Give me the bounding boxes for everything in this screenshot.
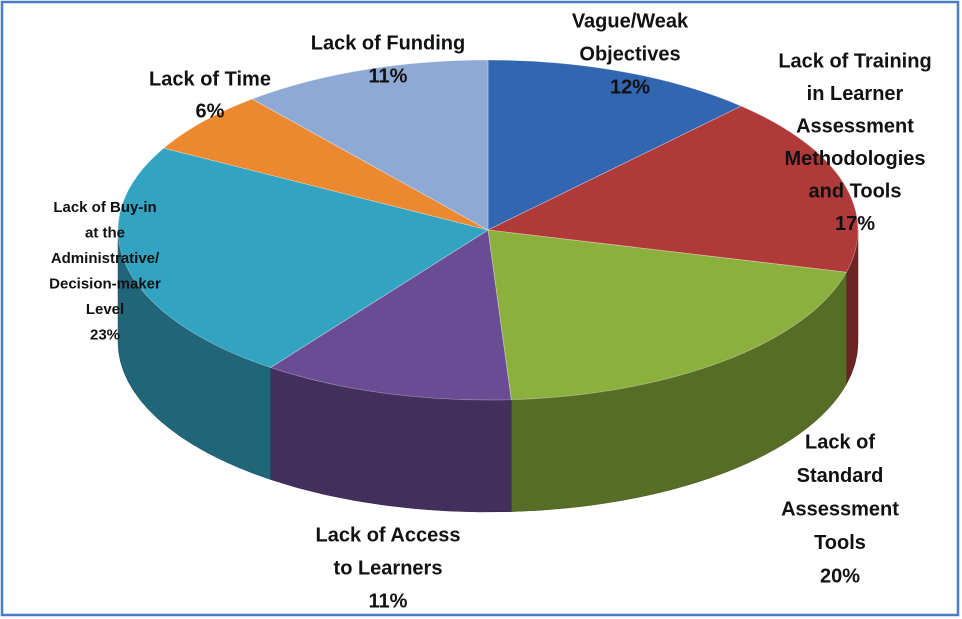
value-label: 6% xyxy=(196,100,225,122)
pie-tops xyxy=(117,59,859,401)
slice-label: Administrative/ xyxy=(51,250,160,267)
slice xyxy=(117,147,490,368)
slice-label: Assessment xyxy=(781,498,899,520)
value-label: 23% xyxy=(90,326,120,343)
slice-label: Vague/Weak xyxy=(572,10,689,32)
value-label: 11% xyxy=(369,590,408,612)
value-label: 20% xyxy=(820,565,860,587)
pie-sides xyxy=(117,229,859,513)
value-label: 12% xyxy=(610,76,650,98)
slice-label: to Learners xyxy=(334,557,443,579)
slice-label: Objectives xyxy=(579,43,680,65)
slice xyxy=(269,229,512,401)
slice xyxy=(251,59,489,231)
slice-label: Lack of Access xyxy=(316,524,461,546)
slice-label: Lack of Time xyxy=(149,68,271,90)
slice-label: at the xyxy=(85,224,125,241)
slice-label: Lack of Training xyxy=(778,50,931,72)
slice-label: Lack of Buy-in xyxy=(53,199,156,216)
slice-label: Tools xyxy=(814,532,866,554)
slice xyxy=(486,105,859,273)
slice-label: and Tools xyxy=(809,180,902,202)
value-label: 17% xyxy=(835,213,875,235)
slice-label: Lack of Funding xyxy=(311,32,465,54)
slice-label: Lack of xyxy=(805,431,875,453)
slice xyxy=(487,229,848,401)
slice-label: Standard xyxy=(797,465,884,487)
slice xyxy=(162,98,489,231)
slice-label: Decision-maker xyxy=(49,275,161,292)
slice-label: Level xyxy=(86,301,124,318)
slice-label: Methodologies xyxy=(784,148,925,170)
slice xyxy=(487,59,743,231)
slice-label: in Learner xyxy=(807,83,904,105)
labels: Vague/Weak Objectives 12% Lack of Training i… xyxy=(49,10,932,612)
slice-label: Assessment xyxy=(796,115,914,137)
value-label: 11% xyxy=(369,65,408,87)
